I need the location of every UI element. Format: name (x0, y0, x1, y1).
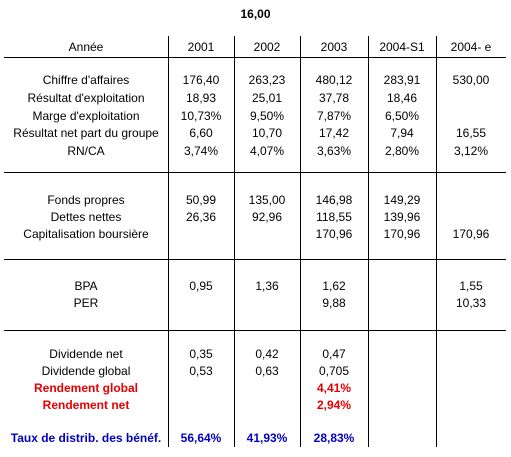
value-cell: 10,33 (455, 296, 487, 310)
value-cell: 50,99 (185, 193, 217, 207)
value-cell: 26,36 (185, 210, 217, 224)
value-cell: 4,41% (316, 381, 352, 395)
row-label: Chiffre d'affaires (42, 73, 130, 87)
year-header: 2002 (253, 40, 281, 54)
row-label: Capitalisation boursière (23, 227, 149, 241)
column-divider (300, 36, 301, 447)
year-header: 2004- e (450, 40, 492, 54)
year-header: 2003 (320, 40, 348, 54)
value-cell: 3,12% (453, 144, 489, 158)
row-label: Rendement global (33, 381, 138, 395)
value-cell: 263,23 (248, 73, 286, 87)
value-cell: 170,96 (452, 227, 490, 241)
page-title: 16,00 (240, 7, 271, 21)
value-cell: 7,94 (390, 126, 414, 140)
value-cell: 170,96 (315, 227, 353, 241)
year-header: 2001 (187, 40, 215, 54)
column-divider (234, 36, 235, 447)
value-cell: 0,47 (322, 347, 346, 361)
value-cell: 17,42 (318, 126, 350, 140)
value-cell: 170,96 (383, 227, 421, 241)
value-cell: 530,00 (452, 73, 490, 87)
value-cell: 9,50% (249, 109, 285, 123)
row-label: RN/CA (67, 144, 105, 158)
value-cell: 1,36 (255, 279, 279, 293)
row-label: Dividende global (41, 364, 131, 378)
value-cell: 41,93% (246, 431, 288, 445)
value-cell: 480,12 (315, 73, 353, 87)
row-label: Marge d'exploitation (32, 109, 140, 123)
row-label: Résultat net part du groupe (13, 126, 159, 140)
value-cell: 10,70 (251, 126, 283, 140)
value-cell: 25,01 (251, 91, 283, 105)
column-divider (168, 36, 169, 447)
value-cell: 0,53 (189, 364, 213, 378)
row-label: Fonds propres (47, 193, 125, 207)
value-cell: 146,98 (315, 193, 353, 207)
value-cell: 9,88 (322, 296, 346, 310)
value-cell: 10,73% (180, 109, 222, 123)
value-cell: 16,55 (455, 126, 487, 140)
value-cell: 92,96 (251, 210, 283, 224)
column-divider (368, 36, 369, 447)
value-cell: 6,60 (189, 126, 213, 140)
value-cell: 0,35 (189, 347, 213, 361)
row-label: PER (73, 296, 99, 310)
section-divider-3 (4, 330, 506, 331)
value-cell: 18,46 (386, 91, 418, 105)
value-cell: 0,63 (255, 364, 279, 378)
value-cell: 56,64% (180, 431, 222, 445)
row-label: Résultat d'exploitation (27, 91, 145, 105)
section-divider-1 (4, 172, 506, 173)
value-cell: 2,80% (384, 144, 420, 158)
value-cell: 1,62 (322, 279, 346, 293)
section-divider-2 (4, 259, 506, 260)
value-cell: 1,55 (459, 279, 483, 293)
row-label: Dettes nettes (50, 210, 122, 224)
header-divider (4, 57, 506, 58)
value-cell: 3,74% (183, 144, 219, 158)
value-cell: 0,705 (318, 364, 350, 378)
value-cell: 3,63% (316, 144, 352, 158)
value-cell: 7,87% (316, 109, 352, 123)
header-label: Année (68, 40, 104, 54)
value-cell: 6,50% (384, 109, 420, 123)
value-cell: 18,93 (185, 91, 217, 105)
value-cell: 37,78 (318, 91, 350, 105)
value-cell: 28,83% (313, 431, 355, 445)
value-cell: 2,94% (316, 398, 352, 412)
row-label: Rendement net (42, 398, 130, 412)
value-cell: 135,00 (248, 193, 286, 207)
value-cell: 118,55 (316, 210, 352, 224)
value-cell: 149,29 (383, 193, 421, 207)
row-label: Taux de distrib. des bénéf. (10, 431, 162, 445)
value-cell: 283,91 (383, 73, 421, 87)
value-cell: 139,96 (383, 210, 421, 224)
column-divider (436, 36, 437, 447)
value-cell: 176,40 (182, 73, 220, 87)
value-cell: 0,95 (189, 279, 213, 293)
value-cell: 0,42 (255, 347, 279, 361)
row-label: Dividende net (49, 347, 123, 361)
year-header: 2004-S1 (379, 40, 425, 54)
value-cell: 4,07% (249, 144, 285, 158)
row-label: BPA (74, 279, 98, 293)
